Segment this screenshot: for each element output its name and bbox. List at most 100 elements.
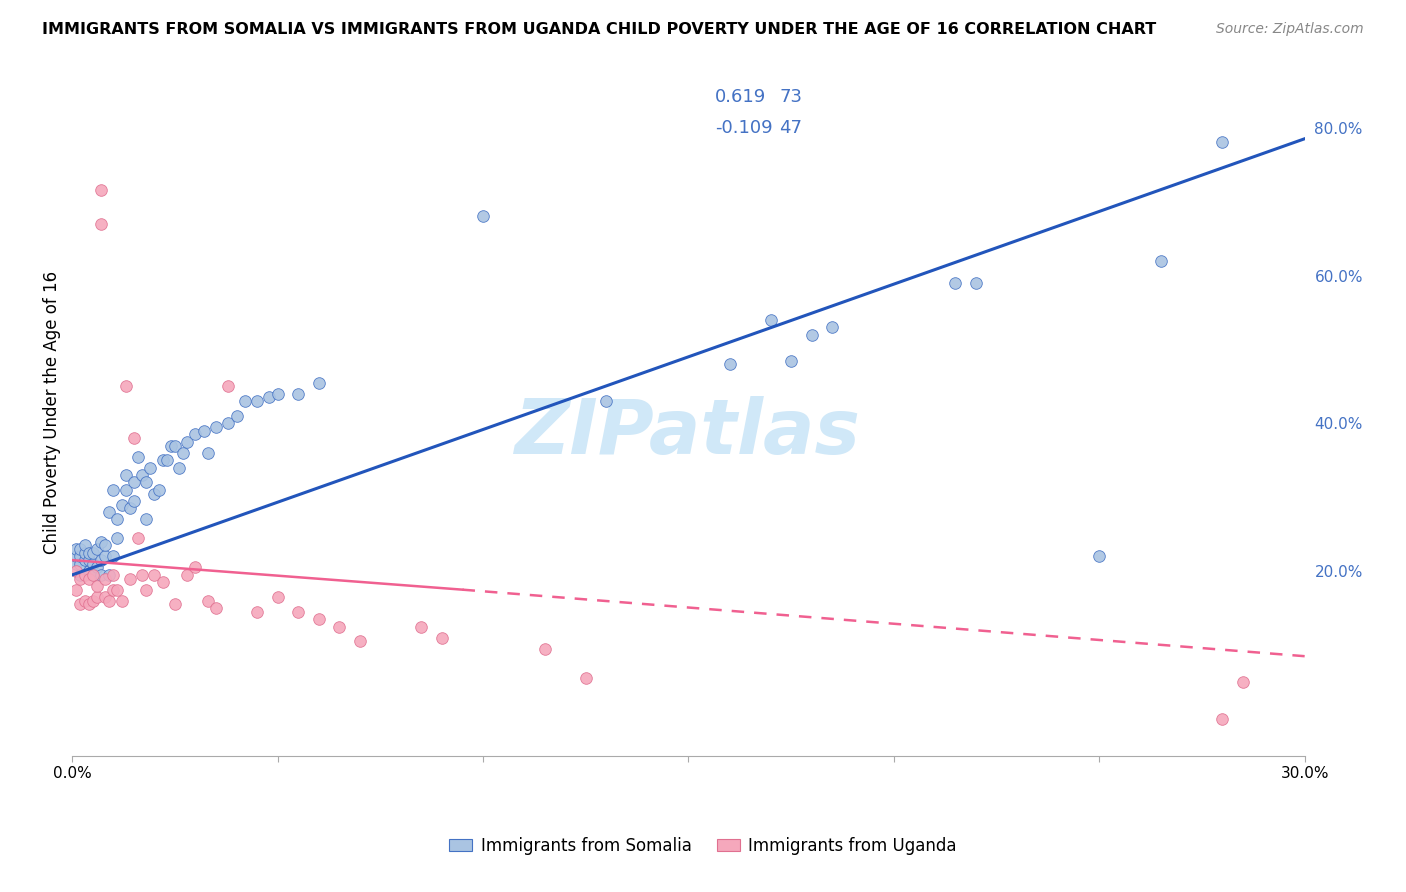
Point <box>122 431 145 445</box>
Point <box>73 593 96 607</box>
Point <box>65 541 87 556</box>
Point <box>82 546 104 560</box>
Point <box>965 276 987 290</box>
Point <box>718 357 741 371</box>
Point <box>349 634 371 648</box>
Point <box>77 564 100 578</box>
Point <box>259 391 281 405</box>
Point <box>821 320 844 334</box>
Point <box>266 386 288 401</box>
Point <box>595 394 617 409</box>
Point <box>114 468 136 483</box>
Point <box>135 475 157 490</box>
Point <box>77 546 100 560</box>
Point <box>107 582 129 597</box>
Point <box>94 549 117 564</box>
Point <box>103 549 125 564</box>
Point <box>152 575 174 590</box>
Point <box>65 557 87 571</box>
Point <box>287 386 309 401</box>
Text: 73: 73 <box>779 87 803 105</box>
Point <box>98 505 121 519</box>
Point <box>69 541 91 556</box>
Legend: Immigrants from Somalia, Immigrants from Uganda: Immigrants from Somalia, Immigrants from… <box>443 830 963 862</box>
Point <box>430 631 453 645</box>
Point <box>205 420 228 434</box>
Point <box>233 394 256 409</box>
Point <box>90 184 112 198</box>
Point <box>94 572 117 586</box>
Point <box>86 541 108 556</box>
Text: IMMIGRANTS FROM SOMALIA VS IMMIGRANTS FROM UGANDA CHILD POVERTY UNDER THE AGE OF: IMMIGRANTS FROM SOMALIA VS IMMIGRANTS FR… <box>42 22 1156 37</box>
Point <box>156 453 179 467</box>
Point <box>69 557 91 571</box>
Point <box>308 612 330 626</box>
Text: -0.109: -0.109 <box>714 119 772 136</box>
Point <box>533 641 555 656</box>
Point <box>197 446 219 460</box>
Text: ZIPatlas: ZIPatlas <box>516 396 862 470</box>
Point <box>172 446 194 460</box>
Point <box>1150 253 1173 268</box>
Point <box>103 483 125 497</box>
Point <box>118 501 141 516</box>
Y-axis label: Child Poverty Under the Age of 16: Child Poverty Under the Age of 16 <box>44 270 60 554</box>
Point <box>1211 712 1233 726</box>
Point <box>197 593 219 607</box>
Point <box>114 379 136 393</box>
Point <box>163 598 186 612</box>
Point <box>780 353 803 368</box>
Point <box>86 560 108 574</box>
Point <box>103 567 125 582</box>
Point <box>217 379 239 393</box>
Point <box>184 427 207 442</box>
Point <box>167 460 190 475</box>
Text: 47: 47 <box>779 119 803 136</box>
Point <box>82 567 104 582</box>
Point <box>98 567 121 582</box>
Point <box>217 417 239 431</box>
Point <box>328 620 350 634</box>
Point <box>73 538 96 552</box>
Point <box>69 598 91 612</box>
Point <box>246 605 269 619</box>
Point <box>82 567 104 582</box>
Point <box>193 424 215 438</box>
Point <box>945 276 967 290</box>
Point <box>139 460 162 475</box>
Point <box>90 534 112 549</box>
Point <box>287 605 309 619</box>
Point <box>77 598 100 612</box>
Point <box>122 494 145 508</box>
Point <box>176 567 198 582</box>
Point <box>86 579 108 593</box>
Point <box>1088 549 1111 564</box>
Point <box>135 582 157 597</box>
Point <box>163 438 186 452</box>
Point <box>127 531 149 545</box>
Point <box>98 593 121 607</box>
Text: Source: ZipAtlas.com: Source: ZipAtlas.com <box>1216 22 1364 37</box>
Point <box>69 549 91 564</box>
Point <box>131 468 153 483</box>
Point <box>127 450 149 464</box>
Point <box>308 376 330 390</box>
Point <box>65 582 87 597</box>
Point <box>225 409 247 423</box>
Point <box>103 582 125 597</box>
Point <box>65 564 87 578</box>
Point <box>135 512 157 526</box>
Point <box>266 590 288 604</box>
Point <box>184 560 207 574</box>
Point <box>69 572 91 586</box>
Point <box>69 567 91 582</box>
Point <box>143 567 166 582</box>
Point <box>110 593 132 607</box>
Point <box>110 498 132 512</box>
Point <box>65 549 87 564</box>
Point <box>107 531 129 545</box>
Point <box>759 313 782 327</box>
Point <box>82 557 104 571</box>
Point <box>159 438 181 452</box>
Point <box>148 483 170 497</box>
